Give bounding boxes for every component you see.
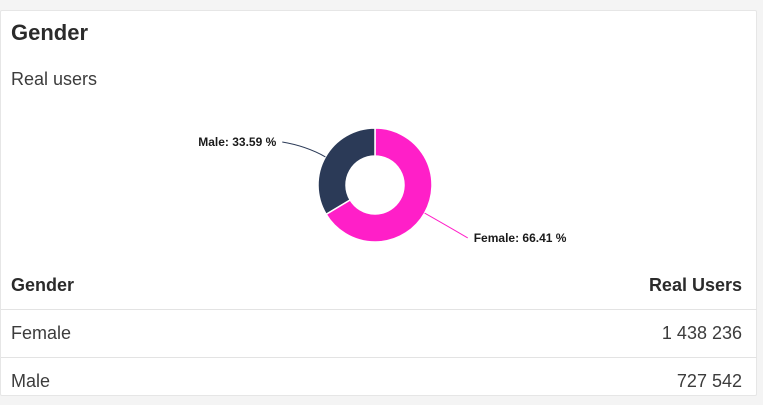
table-row: Male 727 542 <box>1 358 757 405</box>
gender-table: Gender Real Users Female 1 438 236 Male … <box>1 261 757 405</box>
column-header-real-users[interactable]: Real Users <box>324 261 757 310</box>
table-row: Female 1 438 236 <box>1 310 757 358</box>
slice-male[interactable] <box>318 128 375 214</box>
data-label-female: Female: 66.41 % <box>474 231 567 245</box>
gender-card: Gender Real users Female: 66.41 % Male: 3… <box>0 10 757 396</box>
donut-svg: Female: 66.41 % Male: 33.59 % <box>1 101 758 251</box>
card-subtitle: Real users <box>11 68 97 90</box>
column-header-gender[interactable]: Gender <box>1 261 324 310</box>
gender-cell: Male <box>1 358 324 405</box>
connector-male <box>282 142 325 157</box>
connector-female <box>425 213 468 238</box>
real-users-cell: 727 542 <box>324 358 757 405</box>
data-label-male: Male: 33.59 % <box>198 135 276 149</box>
table-header-row: Gender Real Users <box>1 261 757 310</box>
real-users-cell: 1 438 236 <box>324 310 757 358</box>
card-title: Gender <box>11 19 88 47</box>
gender-cell: Female <box>1 310 324 358</box>
gender-donut-chart: Female: 66.41 % Male: 33.59 % <box>1 101 758 251</box>
